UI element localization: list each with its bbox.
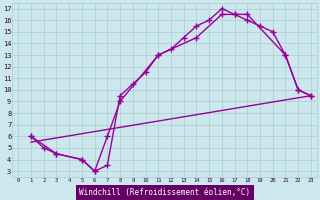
X-axis label: Windchill (Refroidissement éolien,°C): Windchill (Refroidissement éolien,°C): [79, 188, 250, 197]
